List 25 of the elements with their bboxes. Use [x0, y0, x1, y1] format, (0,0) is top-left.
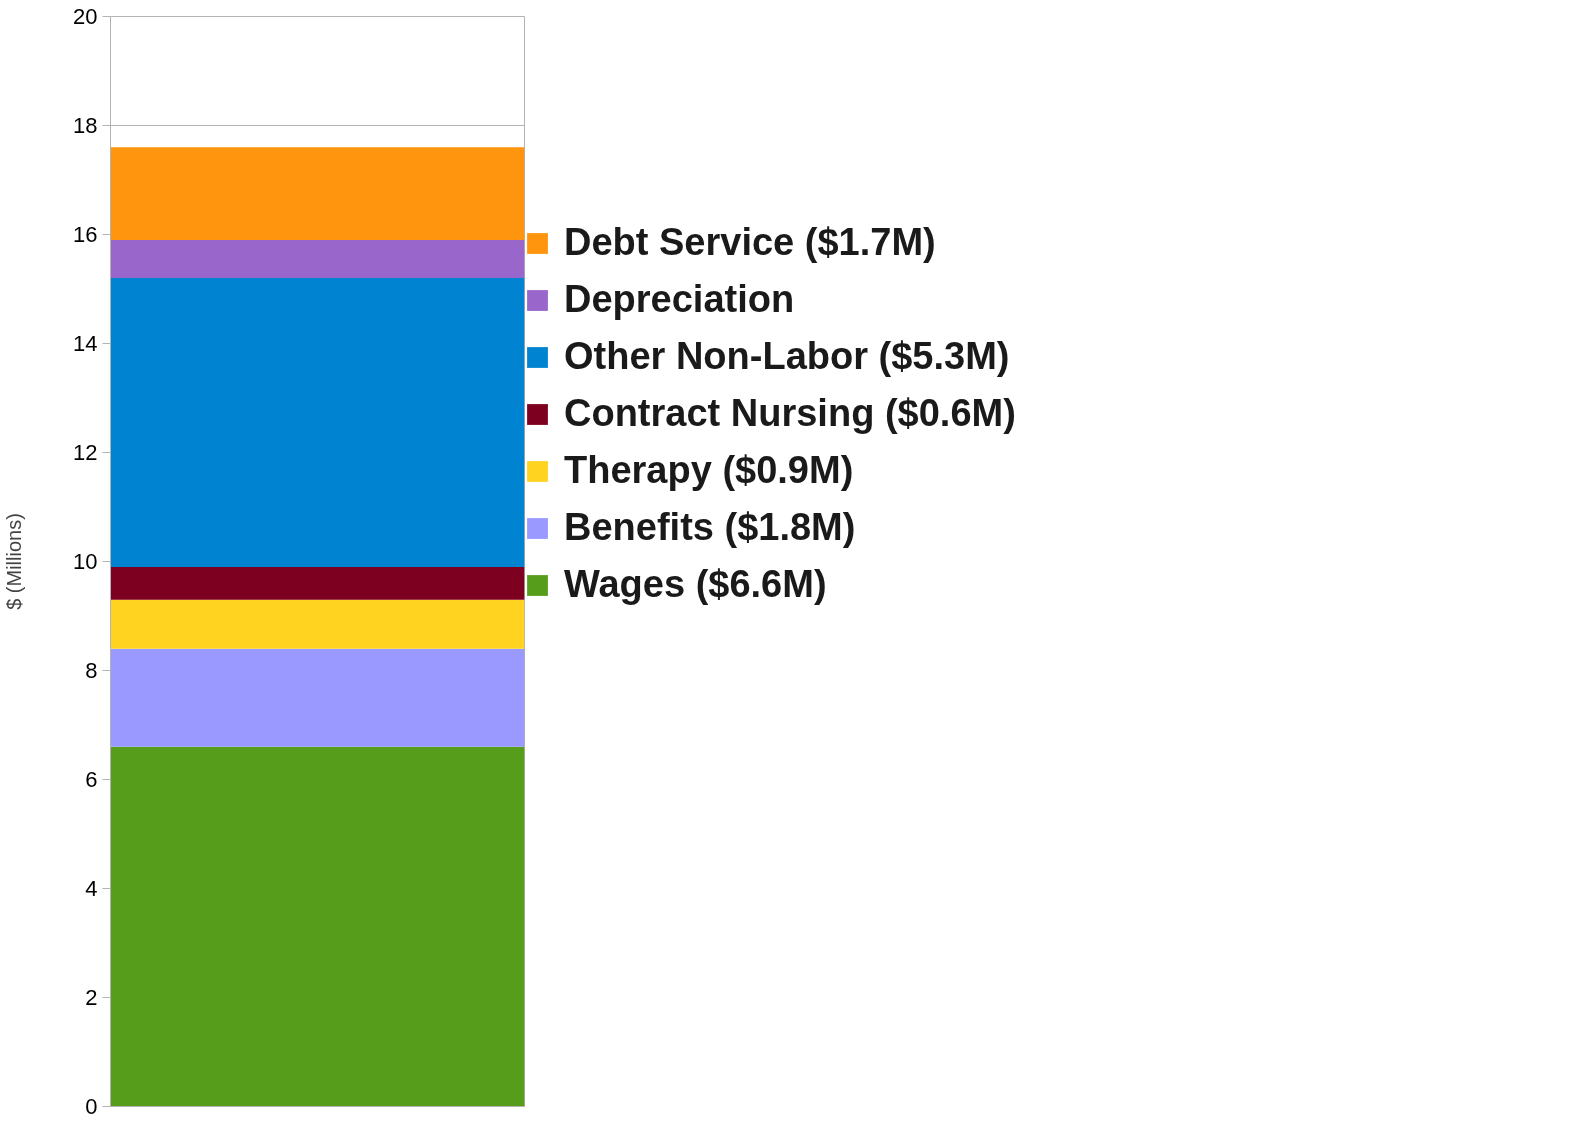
bar — [110, 566, 525, 600]
y-tick-label: 2 — [85, 985, 98, 1010]
bar — [110, 648, 525, 747]
bar — [110, 278, 525, 567]
y-tick-label: 8 — [85, 658, 98, 683]
y-tick-label: 16 — [73, 222, 98, 247]
y-tick-label: 12 — [73, 440, 98, 465]
y-tick-label: 6 — [85, 767, 98, 792]
legend-label: Contract Nursing ($0.6M) — [564, 392, 1016, 435]
bar — [110, 147, 525, 240]
bar — [110, 599, 525, 649]
y-tick-label: 4 — [85, 876, 98, 901]
legend-label: Debt Service ($1.7M) — [564, 221, 936, 264]
y-tick-label: 14 — [73, 331, 98, 356]
y-axis-title: $ (Millions) — [3, 513, 26, 610]
legend-label: Therapy ($0.9M) — [564, 449, 854, 492]
legend-label: Wages ($6.6M) — [564, 563, 827, 606]
legend-label: Other Non-Labor ($5.3M) — [564, 335, 1010, 378]
legend-label: Benefits ($1.8M) — [564, 506, 856, 549]
y-tick-label: 10 — [73, 549, 98, 574]
legend-label: Depreciation — [564, 278, 795, 321]
y-tick-label: 18 — [73, 113, 98, 138]
y-tick-label: 0 — [85, 1094, 98, 1119]
y-tick-label: 20 — [73, 4, 98, 29]
bar — [110, 239, 525, 279]
